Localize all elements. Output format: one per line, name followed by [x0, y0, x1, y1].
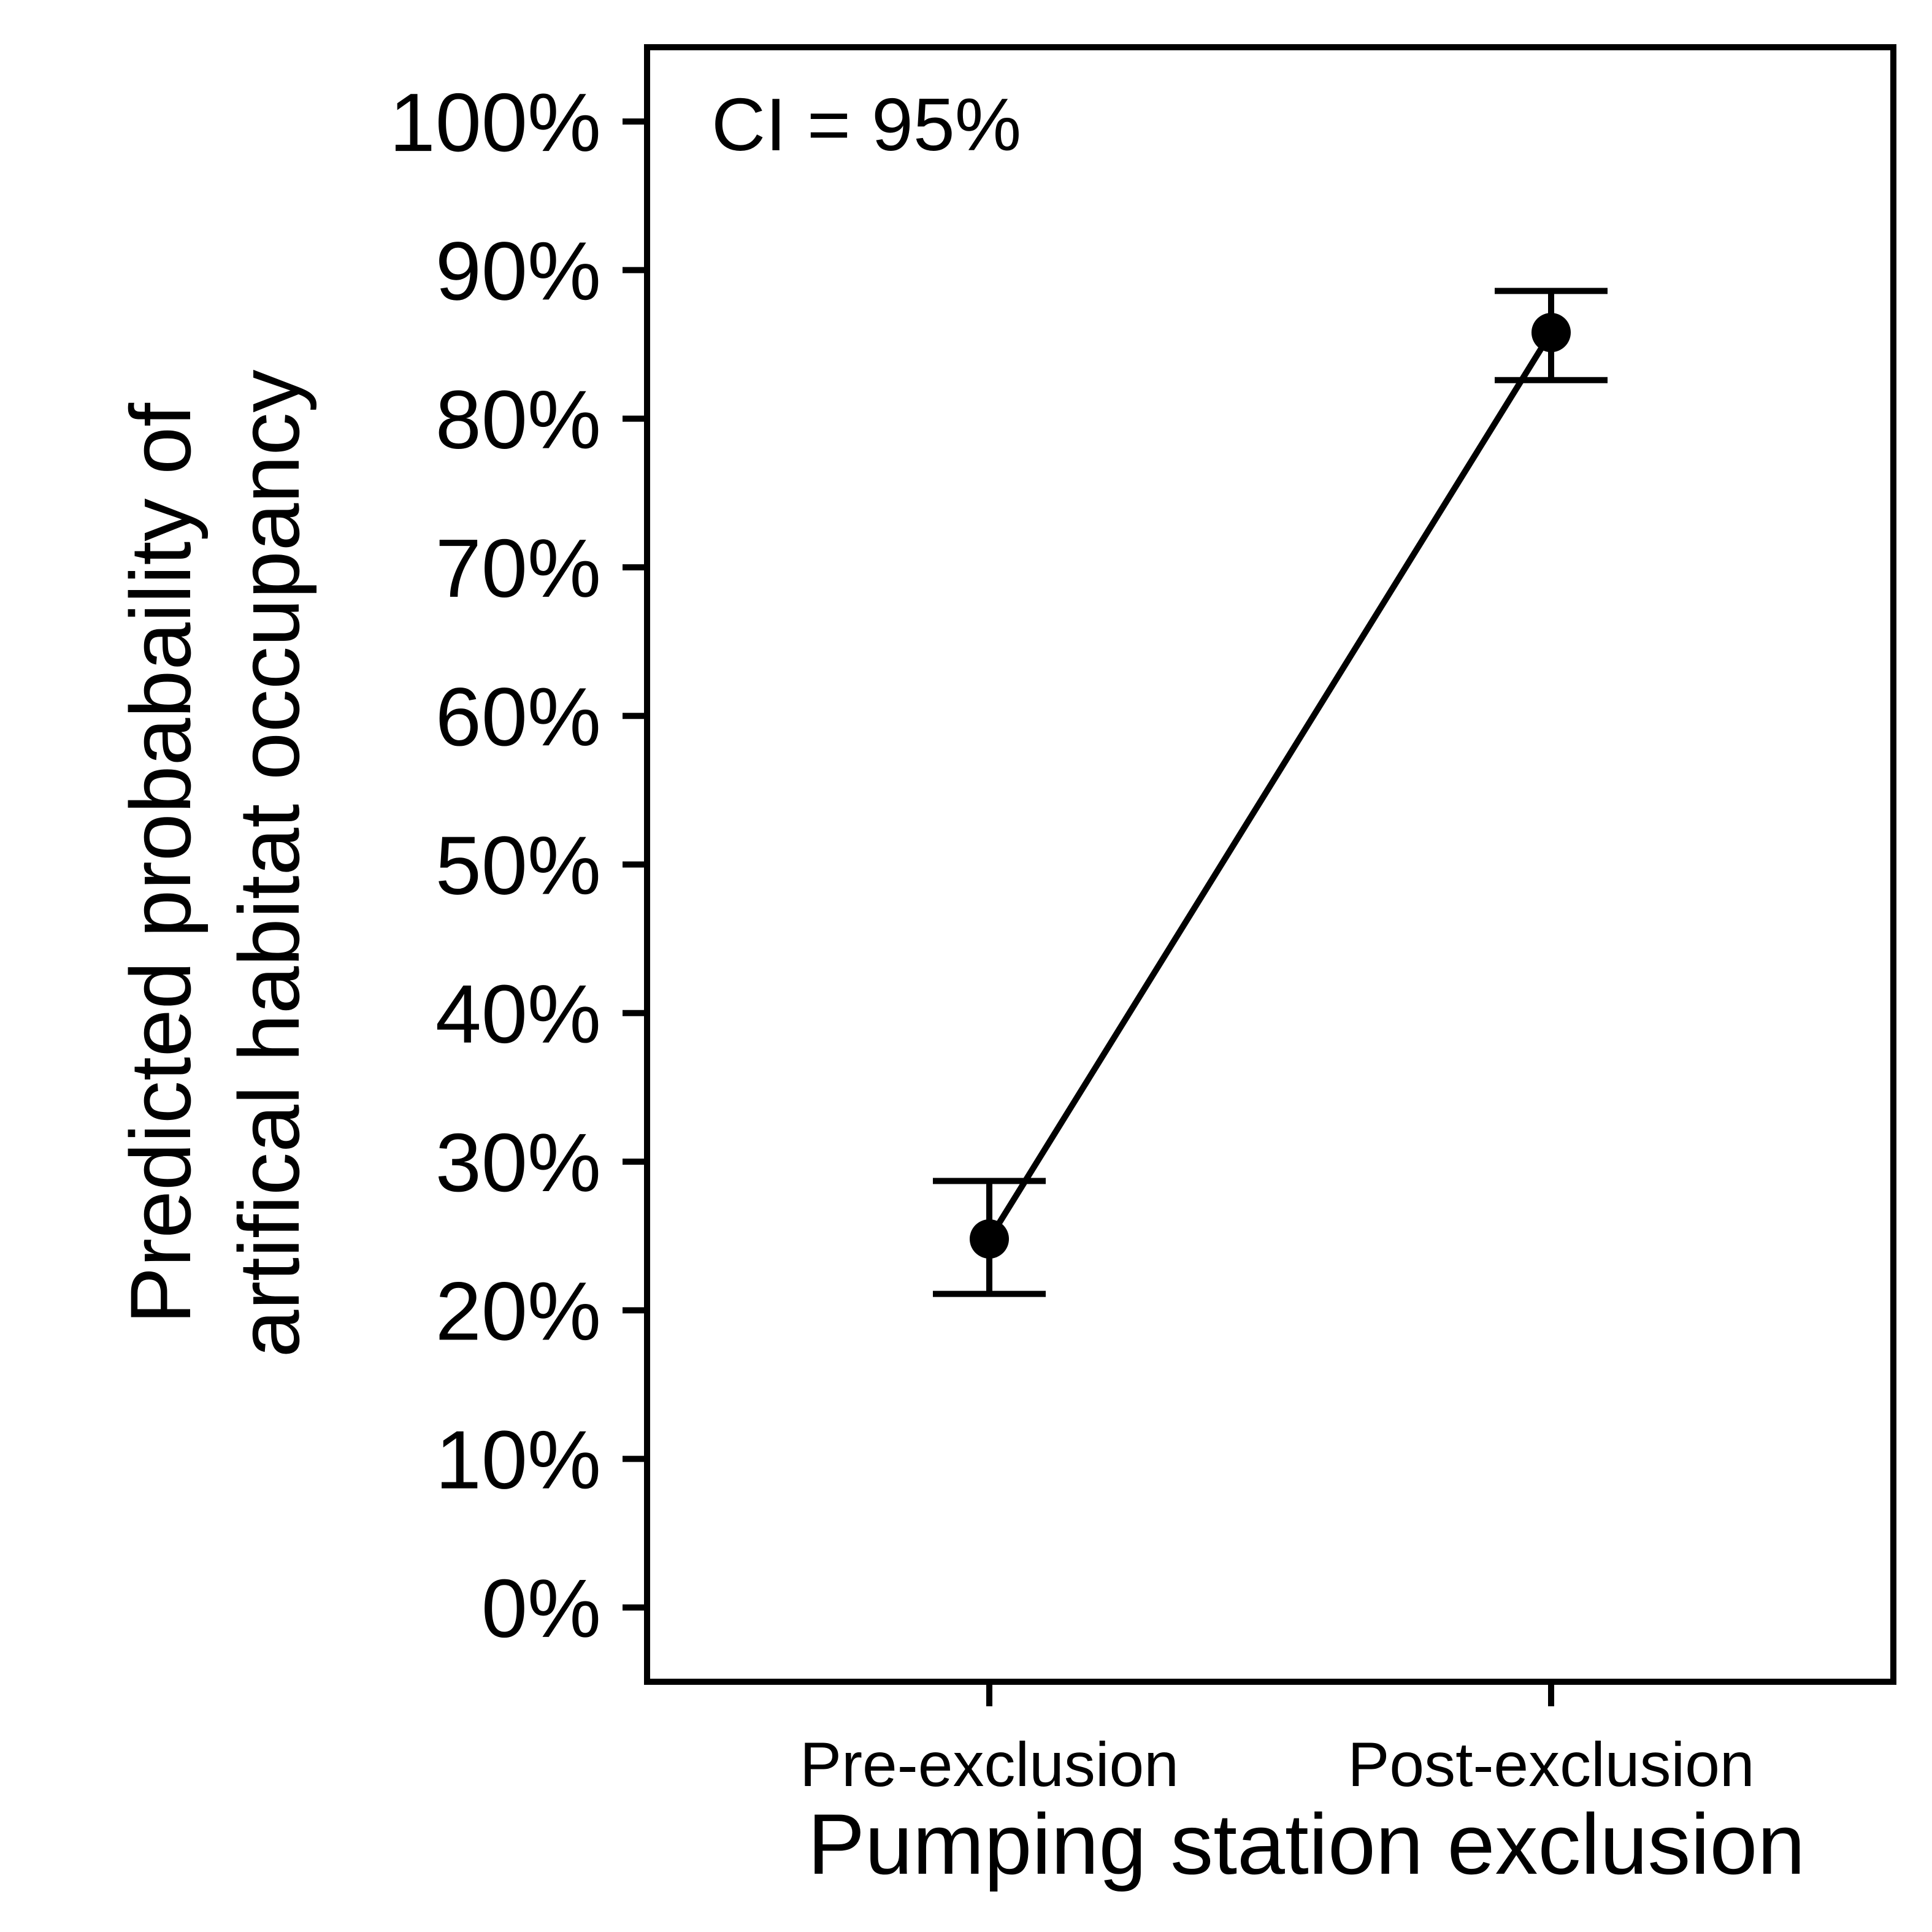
y-tick-label: 30%: [435, 1116, 601, 1209]
data-point: [1531, 313, 1571, 353]
plot-frame: [644, 44, 1896, 1685]
y-tick-label: 60%: [435, 670, 601, 763]
y-tick-label: 90%: [435, 224, 601, 317]
y-tick-label: 100%: [389, 76, 601, 169]
series-line: [986, 331, 1554, 1241]
x-tick-label: Post-exclusion: [1347, 1730, 1754, 1800]
y-axis: 0% 10% 20% 30% 40% 50% 60% 70% 80% 90% 100%: [389, 76, 647, 1655]
x-axis: Pre-exclusion Post-exclusion: [800, 1682, 1755, 1800]
y-tick-label: 80%: [435, 374, 601, 466]
y-tick-label: 70%: [435, 522, 601, 615]
y-axis-title: Predicted probabaility of artifical habi…: [112, 370, 317, 1358]
y-tick-label: 20%: [435, 1265, 601, 1357]
y-axis-title-line2: artifical habitat occupancy: [221, 370, 317, 1358]
y-tick-label: 50%: [435, 819, 601, 912]
data-point: [970, 1219, 1009, 1259]
data-marks: [933, 288, 1608, 1297]
x-axis-title: Pumping station exclusion: [808, 1796, 1805, 1892]
y-tick-label: 0%: [481, 1562, 601, 1655]
y-tick-label: 40%: [435, 968, 601, 1060]
annotation-ci: CI = 95%: [711, 83, 1021, 166]
y-tick-label: 10%: [435, 1414, 601, 1506]
x-tick-label: Pre-exclusion: [800, 1730, 1179, 1800]
y-axis-title-line1: Predicted probabaility of: [112, 402, 209, 1324]
